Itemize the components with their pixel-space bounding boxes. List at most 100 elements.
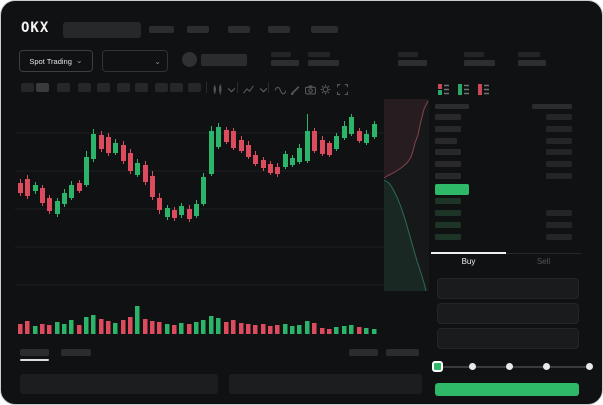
slider-stop-dot[interactable] [505,363,513,370]
search-input[interactable] [63,22,141,38]
interval-button[interactable] [78,83,91,92]
bid-price[interactable] [435,210,461,216]
draw-pencil-icon[interactable] [290,82,301,95]
ask-price[interactable] [435,114,461,120]
bottom-tab[interactable] [349,349,378,356]
tab-sell[interactable]: Sell [536,257,551,266]
bottom-tab[interactable] [20,349,49,356]
stat-label [518,52,540,57]
stat-value [271,60,299,66]
slider-handle[interactable] [432,361,443,372]
volume-bar [25,321,30,334]
interval-button[interactable] [135,83,148,92]
stat-label [271,52,291,57]
nav-item[interactable] [228,26,250,33]
interval-candle-icon[interactable] [212,82,223,95]
volume-bar [261,324,266,334]
interval-button[interactable] [117,83,130,92]
chevron-down-icon[interactable] [258,82,269,93]
candle-body [275,167,280,174]
slider-stop-dot[interactable] [542,363,550,370]
pair-selector-dropdown[interactable]: ⌄ [102,50,168,72]
camera-snapshot-icon[interactable] [305,82,316,95]
bid-amount[interactable] [546,234,572,240]
settings-gear-icon[interactable] [320,82,331,95]
pair-name-placeholder [201,54,247,66]
nav-item[interactable] [149,26,174,33]
market-type-dropdown[interactable]: Spot Trading ⌄ [19,50,93,72]
toolbar-divider [237,82,238,93]
volume-bar [47,325,52,334]
interval-button[interactable] [155,83,168,92]
volume-bar [364,328,369,334]
candle-body [55,201,60,214]
last-price-badge [435,184,469,195]
ask-price[interactable] [435,137,457,144]
bottom-panel [20,374,218,394]
ask-amount[interactable] [546,149,572,156]
chart-type-icon[interactable] [243,82,254,94]
ask-amount[interactable] [546,125,572,132]
volume-bar [91,315,96,334]
book-both-icon[interactable] [437,83,450,96]
candle-body [312,131,317,151]
volume-bar [55,322,60,334]
volume-bar [305,321,310,334]
interval-button[interactable] [188,83,201,92]
bid-price[interactable] [435,234,461,240]
chevron-down-icon[interactable] [226,82,237,93]
volume-bar [283,324,288,334]
trade-tabs-divider [431,253,581,254]
candle-body [128,153,133,171]
volume-bar [312,323,317,334]
tab-buy[interactable]: Buy [461,257,476,266]
nav-item[interactable] [187,26,209,33]
interval-button[interactable] [97,83,110,92]
ask-amount[interactable] [546,161,572,168]
bid-amount[interactable] [546,222,572,228]
ask-price[interactable] [435,161,461,168]
bid-price[interactable] [435,222,461,228]
candle-body [121,145,126,161]
volume-bar [187,324,192,334]
volume-bar [209,316,214,334]
candle-body [143,165,148,182]
ask-price[interactable] [435,125,461,132]
order-input[interactable] [437,328,579,349]
book-bids-icon[interactable] [457,83,470,96]
slider-stop-dot[interactable] [585,363,593,370]
book-asks-icon[interactable] [477,83,490,96]
volume-bar [69,320,74,334]
depth-bid-line [383,179,427,291]
coin-icon [182,52,197,67]
volume-bar [135,306,140,334]
slider-stop-dot[interactable] [468,363,476,370]
bid-amount[interactable] [546,210,572,216]
order-input[interactable] [437,303,579,324]
ask-amount[interactable] [546,137,572,144]
amount-slider-track[interactable] [438,366,588,368]
nav-item[interactable] [311,26,338,33]
bid-price[interactable] [435,198,461,204]
interval-button[interactable] [21,83,34,92]
interval-button[interactable] [170,83,183,92]
volume-bar [18,324,23,334]
nav-item[interactable] [268,26,290,33]
ask-price[interactable] [435,173,461,179]
interval-button[interactable] [36,83,49,92]
bottom-tab-underline [20,359,49,361]
stat-label [308,52,330,57]
candle-body [106,137,111,153]
line-style-wave-icon[interactable] [274,82,287,95]
interval-button[interactable] [57,83,70,92]
submit-buy-button[interactable] [435,383,579,396]
bottom-tab[interactable] [61,349,91,356]
ask-amount[interactable] [546,173,572,179]
candlestick-chart[interactable] [15,99,429,291]
ask-amount[interactable] [546,114,572,120]
ask-price[interactable] [435,149,461,156]
order-input[interactable] [437,278,579,299]
bottom-tab[interactable] [386,349,419,356]
fullscreen-icon[interactable] [337,82,348,95]
volume-bar [231,320,236,334]
